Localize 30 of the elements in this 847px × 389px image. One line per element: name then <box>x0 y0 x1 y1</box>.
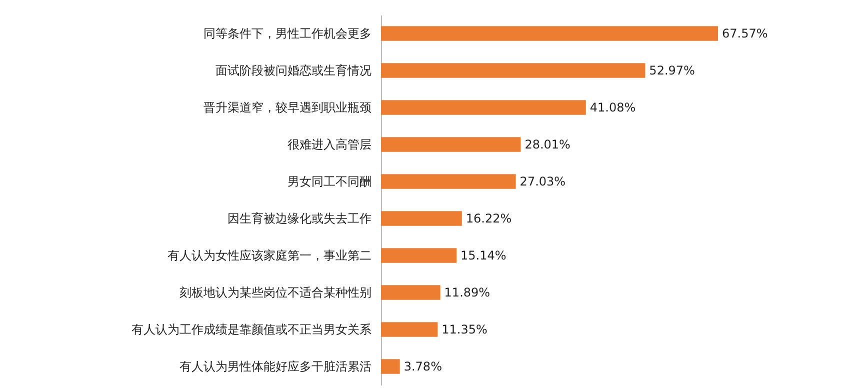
data-label: 3.78% <box>404 360 442 374</box>
data-label: 11.35% <box>442 322 488 336</box>
y-tick-label: 男女同工不同酬 <box>288 174 372 188</box>
y-tick-label: 有人认为女性应该家庭第一，事业第二 <box>168 248 372 262</box>
data-label: 11.89% <box>444 286 490 300</box>
bar <box>381 211 462 226</box>
y-tick-label: 很难进入高管层 <box>288 138 372 152</box>
data-label: 41.08% <box>590 100 636 114</box>
y-tick-label: 晋升渠道窄，较早遇到职业瓶颈 <box>204 100 372 114</box>
data-label: 27.03% <box>520 174 566 188</box>
y-tick-label: 面试阶段被问婚恋或生育情况 <box>216 64 372 78</box>
data-label: 52.97% <box>649 64 695 78</box>
bar <box>381 248 457 263</box>
bar <box>381 322 438 337</box>
bar <box>381 174 516 189</box>
y-tick-label: 刻板地认为某些岗位不适合某种性别 <box>180 286 372 300</box>
data-label: 67.57% <box>722 26 768 40</box>
data-label: 16.22% <box>466 212 512 226</box>
bar <box>381 63 646 78</box>
bar <box>381 26 718 41</box>
bar <box>381 285 440 300</box>
bar <box>381 137 521 152</box>
data-label: 15.14% <box>460 248 506 262</box>
bar <box>381 359 400 374</box>
y-tick-label: 因生育被边缘化或失去工作 <box>228 212 372 226</box>
bar <box>381 100 586 115</box>
y-tick-label: 有人认为工作成绩是靠颜值或不正当男女关系 <box>132 322 372 336</box>
data-label: 28.01% <box>524 138 570 152</box>
y-tick-label: 同等条件下，男性工作机会更多 <box>204 26 372 40</box>
y-tick-label: 有人认为男性体能好应多干脏活累活 <box>180 360 372 374</box>
